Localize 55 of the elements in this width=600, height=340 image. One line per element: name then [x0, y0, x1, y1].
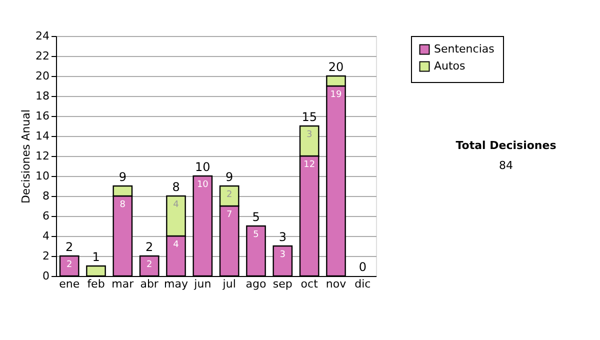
y-axis-title: Decisiones Anual: [20, 109, 33, 204]
text: Total Decisiones: [456, 139, 557, 152]
y-tick-label: 22: [36, 50, 50, 62]
total-label: 1: [92, 250, 100, 264]
total-label: 8: [172, 180, 180, 194]
data-label: 19: [330, 90, 342, 100]
data-label: 2: [66, 260, 72, 270]
x-tick-label: oct: [300, 278, 319, 290]
data-label: 5: [253, 230, 259, 240]
y-tick-label: 6: [42, 210, 50, 222]
data-label: 3: [280, 250, 286, 260]
y-tick-label: 16: [36, 110, 50, 122]
x-tick-label: jun: [193, 278, 212, 290]
y-tick-label: 18: [36, 90, 50, 102]
data-label: 10: [196, 180, 209, 190]
total-label: 5: [252, 210, 260, 224]
data-label: 7: [226, 210, 232, 220]
total-label: 2: [146, 240, 154, 254]
text: 84: [499, 159, 513, 172]
y-tick-label: 4: [42, 230, 50, 242]
x-tick-label: mar: [112, 278, 134, 290]
total-label: 0: [358, 260, 366, 274]
data-label: 12: [304, 160, 316, 170]
x-tick-label: may: [164, 278, 188, 290]
total-label: 9: [118, 170, 126, 184]
legend-label: Autos: [434, 60, 466, 72]
total-label: 2: [66, 240, 74, 254]
x-tick-label: abr: [140, 278, 159, 290]
total-label: 20: [328, 60, 344, 74]
y-tick-label: 14: [36, 130, 50, 142]
total-label: 15: [302, 110, 317, 124]
y-tick-label: 8: [42, 190, 50, 202]
total-label: 9: [226, 170, 234, 184]
data-label: 8: [120, 200, 126, 210]
x-tick-label: ago: [246, 278, 266, 290]
total-label: 3: [278, 230, 286, 244]
x-tick-label: feb: [87, 278, 105, 290]
data-label: 2: [146, 260, 152, 270]
x-tick-label: sep: [272, 278, 292, 290]
total-label: 10: [195, 160, 210, 174]
legend-label: Sentencias: [434, 42, 495, 56]
y-tick-label: 0: [42, 270, 50, 282]
y-tick-label: 10: [36, 170, 50, 182]
y-tick-label: 20: [36, 70, 50, 82]
data-label: 2: [226, 190, 232, 200]
x-tick-label: nov: [326, 278, 347, 290]
data-label: 3: [306, 130, 312, 140]
x-tick-label: ene: [59, 278, 80, 290]
x-tick-label: jul: [222, 278, 236, 290]
data-label: 4: [173, 240, 180, 250]
y-tick-label: 2: [42, 250, 50, 262]
x-tick-label: dic: [354, 278, 371, 290]
y-tick-label: 12: [36, 150, 50, 162]
data-label: 4: [173, 200, 180, 210]
y-tick-label: 24: [36, 30, 50, 42]
